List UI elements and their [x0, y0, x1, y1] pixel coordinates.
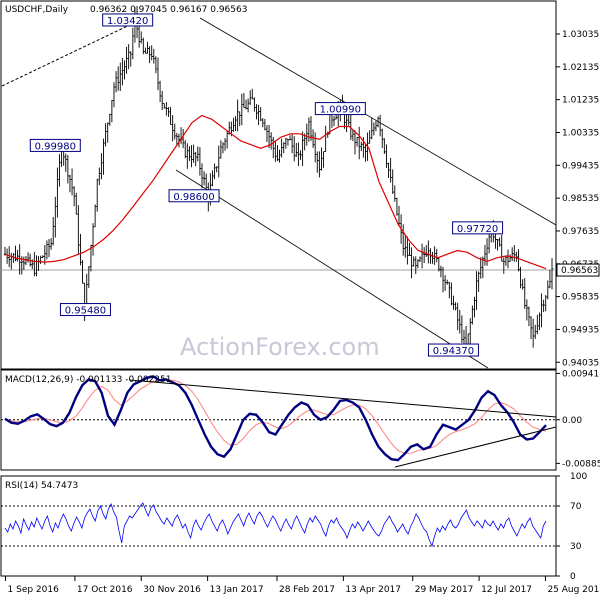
price-label-text: 0.97720 — [457, 224, 498, 235]
price-label-box — [427, 343, 479, 357]
price-label: 0.95480 — [59, 303, 111, 317]
price-label-box — [102, 13, 154, 27]
macd-signal-line — [4, 379, 547, 454]
price-label-text: 1.03420 — [107, 16, 148, 27]
trendlines — [1, 17, 557, 369]
price-label-box — [452, 221, 504, 235]
price-label-box — [314, 102, 366, 116]
price-label-text: 0.94370 — [433, 346, 474, 357]
rsi-line — [4, 502, 547, 548]
price-label-text: 0.95480 — [65, 306, 106, 317]
x-tick-label: 1 Sep 2016 — [8, 585, 60, 595]
price-y-tick-label: 0.95835 — [562, 293, 599, 303]
watermark: ActionForex.com — [180, 333, 380, 361]
price-y-tick-label: 1.02135 — [562, 63, 599, 73]
last-price-tag: 0.96563 — [556, 263, 600, 277]
last-price-tag-text: 0.96563 — [561, 266, 598, 276]
price-label: 0.99980 — [29, 138, 81, 152]
price-header-ohlc: 0.96362 0.97045 0.96167 0.96563 — [90, 5, 247, 15]
price-label-box — [168, 189, 220, 203]
price-bars — [3, 5, 554, 353]
macd-line — [4, 375, 547, 462]
price-y-tick-label: 1.00335 — [562, 128, 599, 138]
moving-average-line — [4, 114, 547, 270]
x-tick-label: 30 Nov 2016 — [143, 585, 201, 595]
price-label: 0.94370 — [427, 343, 479, 357]
price-pane-frame — [0, 0, 557, 370]
price-header-symbol: USDCHF,Daily — [5, 5, 69, 15]
price-label: 1.00990 — [314, 102, 366, 116]
price-y-tick-label: 0.97635 — [562, 227, 599, 237]
price-label: 1.03420 — [102, 13, 154, 27]
macd-title: MACD(12,26,9) -0.001133 -0.002251 — [5, 375, 171, 385]
channel-upper-line — [199, 17, 557, 226]
x-tick-label: 17 Oct 2016 — [77, 585, 133, 595]
macd-y-tick-label: 0.009411 — [562, 369, 600, 379]
price-label: 0.98600 — [168, 189, 220, 203]
price-annotations: 1.03420 0.99980 0.95480 0.98600 1.00990 0.977… — [29, 13, 504, 357]
price-label-box — [29, 138, 81, 152]
price-y-tick-label: 0.94935 — [562, 325, 599, 335]
price-label-box — [59, 303, 111, 317]
price-label-text: 1.00990 — [320, 105, 361, 116]
macd-y-axis: 0.009411 0.00 -0.008852 — [556, 369, 600, 469]
price-y-tick-label: 0.99435 — [562, 161, 599, 171]
rsi-y-axis: 100 70 30 0 — [556, 472, 587, 582]
x-tick-label: 25 Aug 2017 — [547, 585, 600, 595]
price-label-text: 0.99980 — [35, 141, 76, 152]
price-y-tick-label: 0.94035 — [562, 358, 599, 368]
price-y-tick-label: 0.98535 — [562, 194, 599, 204]
macd-y-tick-label: -0.008852 — [562, 459, 600, 469]
rsi-pane-frame — [0, 475, 557, 577]
x-axis: 1 Sep 2016 17 Oct 2016 30 Nov 2016 13 Jan 2… — [5, 576, 600, 595]
x-tick-label: 13 Jan 2017 — [210, 585, 264, 595]
dotted-trendline — [1, 19, 141, 87]
macd-y-tick-label: 0.00 — [562, 416, 582, 426]
rsi-y-tick-label: 100 — [570, 472, 587, 482]
x-tick-label: 13 Apr 2017 — [345, 585, 401, 595]
price-y-tick-label: 1.03035 — [562, 30, 599, 40]
price-y-axis: 1.03035 1.02135 1.01235 1.00335 0.99435 0.985… — [556, 30, 599, 368]
rsi-title: RSI(14) 54.7473 — [5, 481, 78, 491]
x-tick-label: 12 Jul 2017 — [481, 585, 532, 595]
rsi-y-tick-label: 70 — [570, 502, 582, 512]
price-label: 0.97720 — [452, 221, 504, 235]
last-price-tag-box — [556, 263, 600, 277]
macd-upper-trendline — [129, 379, 557, 418]
macd-lower-trendline — [394, 426, 557, 468]
channel-lower-line — [175, 169, 489, 369]
price-label-text: 0.98600 — [173, 192, 214, 203]
x-tick-label: 28 Feb 2017 — [279, 585, 335, 595]
x-tick-label: 29 May 2017 — [415, 585, 474, 595]
rsi-y-tick-label: 0 — [570, 572, 576, 582]
price-y-tick-label: 1.01235 — [562, 96, 599, 106]
rsi-y-tick-label: 30 — [570, 542, 582, 552]
